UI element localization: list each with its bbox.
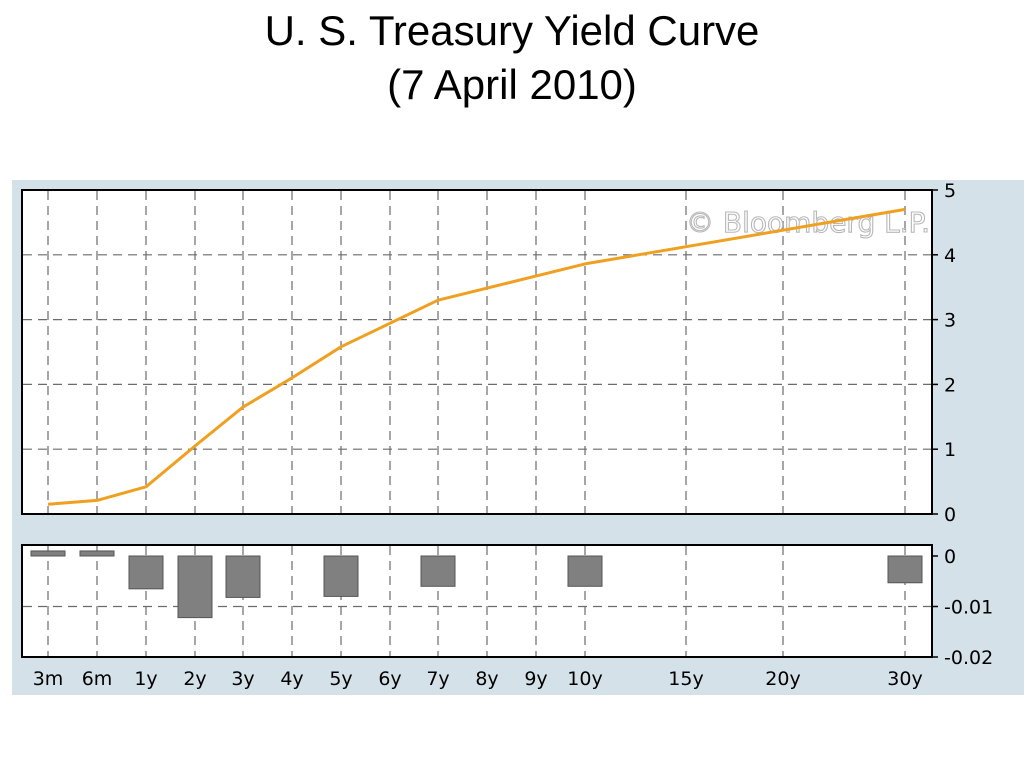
y-tick-labels: 0 1 2 3 4 5 0 -0.01 -0.02 (932, 180, 993, 669)
y-tick-label: -0.02 (944, 647, 993, 669)
x-tick-label: 10y (567, 668, 602, 690)
yield-plot-area (21, 189, 933, 515)
y-tick-label: 5 (944, 180, 956, 202)
x-tick-label: 1y (134, 668, 157, 690)
x-tick-label: 6m (82, 668, 113, 690)
y-tick-label: 0 (944, 504, 956, 526)
grid-layer (23, 191, 931, 656)
y-tick-label: 3 (944, 310, 956, 332)
y-tick-label: 2 (944, 374, 956, 396)
change-plot-area (21, 544, 933, 658)
change-bar (128, 555, 164, 590)
x-tick-label: 2y (183, 668, 206, 690)
change-bar (30, 550, 66, 557)
change-bar (177, 555, 213, 619)
x-tick-label: 20y (765, 668, 800, 690)
change-bar (225, 555, 261, 598)
change-bar (79, 550, 115, 557)
y-tick-label: 0 (944, 546, 956, 568)
x-tick-label: 3y (231, 668, 254, 690)
change-bar (420, 555, 456, 587)
x-tick-labels: 3m 6m 1y 2y 3y 4y 5y 6y 7y 8y 9y 10y 15y 20y 30y (33, 668, 923, 690)
chart-title-block: U. S. Treasury Yield Curve (7 April 2010… (0, 4, 1024, 112)
x-tick-label: 5y (329, 668, 352, 690)
x-tick-label: 6y (378, 668, 401, 690)
change-bars (30, 550, 923, 619)
y-tick-label: 4 (944, 245, 956, 267)
yield-curve-line (47, 207, 906, 506)
change-bar (323, 555, 359, 597)
change-bar (887, 555, 923, 584)
x-tick-label: 15y (668, 668, 703, 690)
x-tick-label: 30y (887, 668, 922, 690)
chart-subtitle: (7 April 2010) (387, 61, 637, 108)
x-tick-label: 9y (524, 668, 547, 690)
x-tick-label: 3m (33, 668, 64, 690)
y-tick-label: 1 (944, 439, 956, 461)
chart-title: U. S. Treasury Yield Curve (264, 7, 760, 54)
y-tick-label: -0.01 (944, 597, 993, 619)
change-bar (567, 555, 603, 587)
x-tick-label: 7y (426, 668, 449, 690)
x-tick-label: 4y (280, 668, 303, 690)
x-tick-label: 8y (475, 668, 498, 690)
